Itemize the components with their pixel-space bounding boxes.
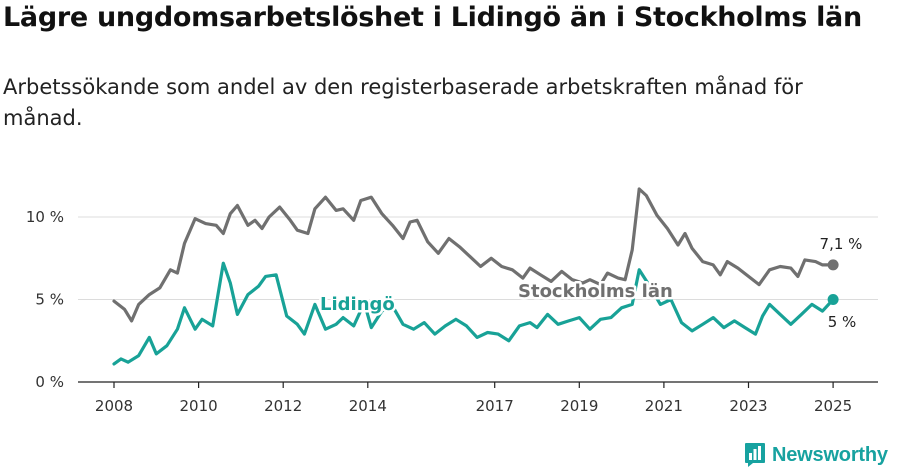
x-tick-label-0: 2008	[95, 397, 133, 415]
y-axis-tick-labels: 0 % 5 % 10 %	[26, 208, 64, 391]
series-labels: Stockholms län 7,1 % Lidingö 5 %	[318, 233, 865, 333]
series-line-0	[112, 187, 835, 323]
x-tick-label-2: 2012	[264, 397, 302, 415]
x-tick-label-5: 2019	[560, 397, 598, 415]
y-tick-label-2: 10 %	[26, 208, 64, 226]
series-line-1	[112, 261, 835, 366]
y-tick-label-1: 5 %	[35, 291, 64, 309]
y-gridlines	[78, 216, 878, 300]
x-axis: 2008 2010 2012 2014 2017 2019 2021 2023 2025	[78, 381, 878, 415]
series-end-value-label-0: 7,1 %	[820, 235, 863, 253]
series-end-dot-0	[827, 259, 839, 271]
series-lines	[112, 187, 839, 366]
x-tick-label-8: 2025	[814, 397, 852, 415]
x-tick-label-3: 2014	[349, 397, 387, 415]
x-tick-label-4: 2017	[476, 397, 514, 415]
page-subtitle: Arbetssökande som andel av den registerb…	[3, 75, 803, 130]
page-title: Lägre ungdomsarbetslöshet i Lidingö än i…	[3, 2, 862, 33]
y-tick-label-0: 0 %	[35, 373, 64, 391]
series-name-label-0: Stockholms län	[518, 281, 673, 302]
series-name-label-1: Lidingö	[320, 294, 395, 315]
series-end-dot-1	[827, 294, 839, 305]
newsworthy-brand[interactable]: Newsworthy	[744, 442, 888, 468]
x-tick-label-1: 2010	[180, 397, 218, 415]
x-tick-label-6: 2021	[645, 397, 683, 415]
x-tick-label-7: 2023	[729, 397, 767, 415]
bar-chart-logo-icon	[745, 443, 765, 467]
series-end-value-label-1: 5 %	[828, 313, 857, 331]
brand-name: Newsworthy	[772, 443, 888, 466]
